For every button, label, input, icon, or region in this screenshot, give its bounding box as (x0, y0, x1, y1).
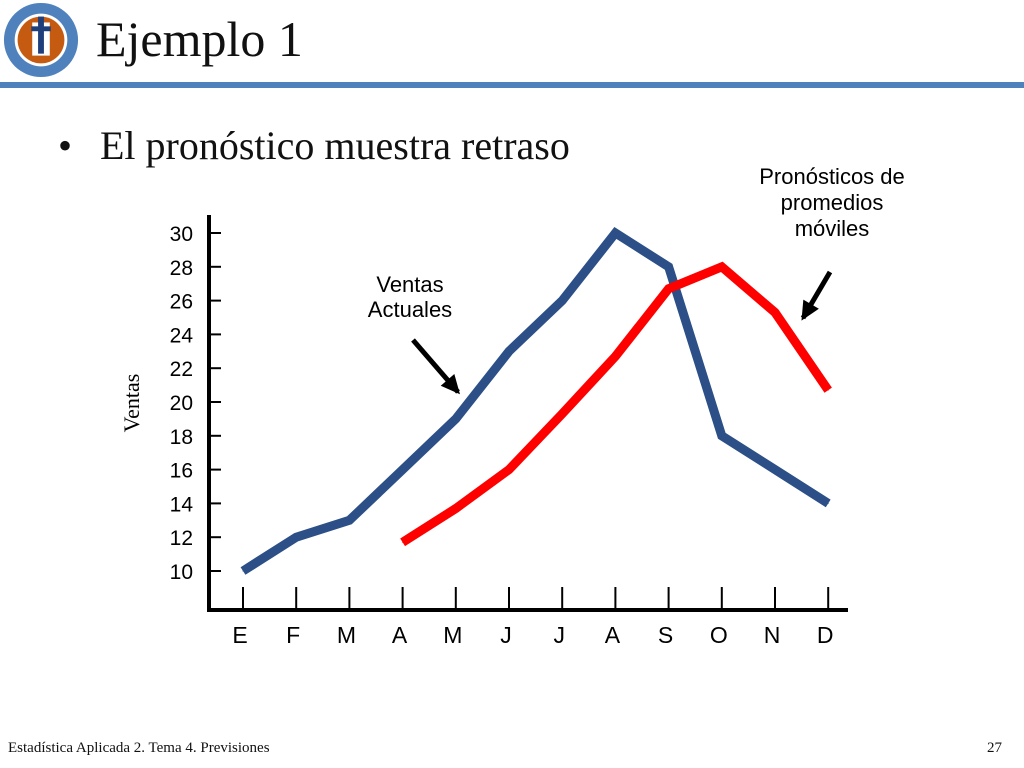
y-tick-label: 10 (170, 561, 193, 584)
y-tick-label: 16 (170, 460, 193, 483)
bullet-text: El pronóstico muestra retraso (100, 123, 570, 168)
y-tick-label: 24 (170, 324, 194, 347)
x-tick-label: O (710, 622, 728, 648)
y-tick-label: 26 (170, 291, 193, 314)
data-point (614, 232, 616, 234)
data-point (242, 570, 244, 572)
page-number: 27 (987, 740, 1002, 756)
data-point (402, 469, 404, 471)
x-tick-label: F (286, 622, 300, 648)
data-point (774, 469, 776, 471)
series-line-0 (240, 227, 831, 575)
data-point (455, 418, 457, 420)
annotation-label: móviles (795, 216, 870, 241)
annotation-label: Actuales (368, 297, 452, 322)
y-tick-label: 12 (170, 527, 193, 550)
data-point (561, 413, 563, 415)
x-tick-label: M (337, 622, 356, 648)
annotation-label: promedios (781, 190, 884, 215)
y-axis-label: Ventas (119, 374, 144, 433)
footer-text: Estadística Aplicada 2. Tema 4. Previsio… (8, 740, 270, 756)
data-point (827, 502, 829, 504)
y-tick-label: 28 (170, 257, 193, 280)
data-point (508, 469, 510, 471)
y-tick-label: 22 (170, 358, 193, 381)
data-point (668, 266, 670, 268)
x-tick-label: S (658, 622, 673, 648)
data-point (455, 507, 457, 509)
x-tick-label: D (817, 622, 834, 648)
data-point (774, 311, 776, 313)
x-tick-label: J (500, 622, 512, 648)
x-tick-label: M (443, 622, 462, 648)
data-point (668, 288, 670, 290)
arrow-head-icon (801, 299, 819, 321)
x-tick-label: N (764, 622, 781, 648)
title-divider (0, 82, 1024, 88)
data-point (721, 266, 723, 268)
data-point (295, 536, 297, 538)
data-point (827, 389, 829, 391)
x-tick-label: A (605, 622, 621, 648)
data-point (402, 541, 404, 543)
annotation-label: Pronósticos de (759, 164, 905, 189)
annotation-label: Ventas (376, 272, 443, 297)
data-point (561, 300, 563, 302)
x-tick-label: J (553, 622, 565, 648)
y-tick-label: 20 (170, 392, 193, 415)
y-tick-label: 14 (170, 493, 194, 516)
data-point (721, 435, 723, 437)
x-tick-label: E (232, 622, 247, 648)
y-tick-label: 30 (170, 223, 193, 246)
data-point (508, 350, 510, 352)
bullet-item: • El pronóstico muestra retraso (58, 122, 570, 169)
y-tick-label: 18 (170, 426, 193, 449)
slide-title: Ejemplo 1 (96, 11, 303, 67)
university-seal-icon (3, 2, 79, 78)
x-tick-label: A (392, 622, 408, 648)
arrow-head-icon (440, 374, 460, 395)
data-point (614, 355, 616, 357)
data-point (348, 519, 350, 521)
bullet-icon: • (58, 123, 73, 168)
